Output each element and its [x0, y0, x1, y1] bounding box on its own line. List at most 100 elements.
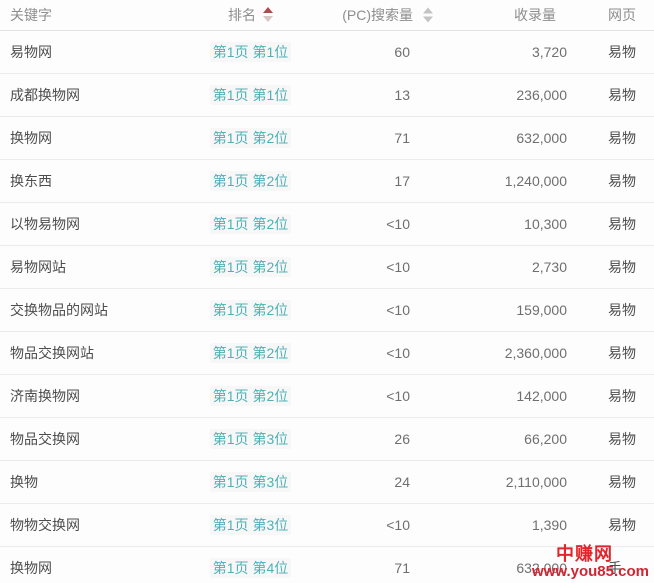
rank-cell: 第1页 第2位	[198, 288, 303, 332]
rank-cell: 第1页 第2位	[198, 202, 303, 246]
rank-link[interactable]: 第1页 第1位	[209, 84, 292, 105]
rank-link[interactable]: 第1页 第2位	[209, 127, 292, 148]
indexed-count-cell: 1,240,000	[415, 159, 572, 203]
webpage-cell: 易物	[572, 331, 654, 375]
indexed-count-cell: 1,390	[415, 503, 572, 547]
table-row: 济南换物网 第1页 第2位 <10 142,000 易物	[0, 374, 654, 418]
keyword-cell: 以物易物网	[0, 202, 198, 246]
column-header-rank-label: 排名	[228, 6, 256, 23]
keyword-cell: 成都换物网	[0, 73, 198, 117]
webpage-cell: 易物	[572, 288, 654, 332]
rank-cell: 第1页 第2位	[198, 374, 303, 418]
rank-link[interactable]: 第1页 第3位	[209, 428, 292, 449]
rank-link[interactable]: 第1页 第2位	[209, 299, 292, 320]
rank-link[interactable]: 第1页 第2位	[209, 342, 292, 363]
indexed-count-cell: 632,000	[415, 546, 572, 583]
rank-cell: 第1页 第3位	[198, 503, 303, 547]
indexed-count-cell: 142,000	[415, 374, 572, 418]
pc-search-volume-cell: <10	[303, 288, 415, 332]
pc-search-volume-cell: <10	[303, 202, 415, 246]
webpage-cell: 易物	[572, 159, 654, 203]
pc-search-volume-cell: <10	[303, 245, 415, 289]
table-row: 成都换物网 第1页 第1位 13 236,000 易物	[0, 73, 654, 117]
table-row: 物品交换网站 第1页 第2位 <10 2,360,000 易物	[0, 331, 654, 375]
column-header-keyword: 关键字	[0, 0, 198, 31]
webpage-cell: 易物	[572, 202, 654, 246]
sort-inactive-icon[interactable]	[423, 7, 433, 23]
rank-link[interactable]: 第1页 第3位	[209, 471, 292, 492]
rank-cell: 第1页 第3位	[198, 417, 303, 461]
rank-cell: 第1页 第2位	[198, 159, 303, 203]
table-row: 物物交换网 第1页 第3位 <10 1,390 易物	[0, 503, 654, 547]
rank-cell: 第1页 第1位	[198, 30, 303, 74]
indexed-count-cell: 3,720	[415, 30, 572, 74]
rank-cell: 第1页 第4位	[198, 546, 303, 583]
column-header-indexed-count-label: 收录量	[514, 6, 556, 23]
webpage-cell: 手	[572, 546, 654, 583]
rank-link[interactable]: 第1页 第1位	[209, 41, 292, 62]
keyword-cell: 交换物品的网站	[0, 288, 198, 332]
keyword-cell: 易物网	[0, 30, 198, 74]
rank-cell: 第1页 第1位	[198, 73, 303, 117]
table-row: 物品交换网 第1页 第3位 26 66,200 易物	[0, 417, 654, 461]
table-row: 以物易物网 第1页 第2位 <10 10,300 易物	[0, 202, 654, 246]
table-body: 易物网 第1页 第1位 60 3,720 易物 成都换物网 第1页 第1位 13…	[0, 30, 654, 583]
pc-search-volume-cell: <10	[303, 331, 415, 375]
column-header-pc-search-volume[interactable]: (PC)搜索量	[303, 0, 433, 31]
table-row: 换物网 第1页 第2位 71 632,000 易物	[0, 116, 654, 160]
keyword-cell: 换物网	[0, 116, 198, 160]
indexed-count-cell: 2,110,000	[415, 460, 572, 504]
rank-cell: 第1页 第3位	[198, 460, 303, 504]
keyword-cell: 物品交换网站	[0, 331, 198, 375]
keyword-cell: 济南换物网	[0, 374, 198, 418]
indexed-count-cell: 632,000	[415, 116, 572, 160]
webpage-cell: 易物	[572, 30, 654, 74]
table-header-row: 关键字 排名 (PC)搜索量	[0, 0, 654, 31]
indexed-count-cell: 236,000	[415, 73, 572, 117]
column-header-webpage: 网页	[572, 0, 654, 31]
rank-link[interactable]: 第1页 第2位	[209, 385, 292, 406]
pc-search-volume-cell: 13	[303, 73, 415, 117]
indexed-count-cell: 159,000	[415, 288, 572, 332]
indexed-count-cell: 10,300	[415, 202, 572, 246]
pc-search-volume-cell: 60	[303, 30, 415, 74]
rank-cell: 第1页 第2位	[198, 331, 303, 375]
keyword-cell: 换东西	[0, 159, 198, 203]
rank-cell: 第1页 第2位	[198, 245, 303, 289]
pc-search-volume-cell: 24	[303, 460, 415, 504]
indexed-count-cell: 66,200	[415, 417, 572, 461]
rank-link[interactable]: 第1页 第2位	[209, 256, 292, 277]
rank-link[interactable]: 第1页 第4位	[209, 557, 292, 578]
keyword-cell: 易物网站	[0, 245, 198, 289]
pc-search-volume-cell: 17	[303, 159, 415, 203]
webpage-cell: 易物	[572, 417, 654, 461]
sort-asc-active-icon[interactable]	[263, 7, 273, 23]
keyword-cell: 物品交换网	[0, 417, 198, 461]
column-header-rank[interactable]: 排名	[198, 0, 303, 31]
column-header-indexed-count: 收录量	[415, 0, 572, 31]
indexed-count-cell: 2,360,000	[415, 331, 572, 375]
rank-link[interactable]: 第1页 第3位	[209, 514, 292, 535]
keyword-cell: 换物网	[0, 546, 198, 583]
keyword-cell: 换物	[0, 460, 198, 504]
webpage-cell: 易物	[572, 503, 654, 547]
column-header-keyword-label: 关键字	[10, 6, 52, 23]
webpage-cell: 易物	[572, 374, 654, 418]
pc-search-volume-cell: <10	[303, 503, 415, 547]
webpage-cell: 易物	[572, 460, 654, 504]
pc-search-volume-cell: 26	[303, 417, 415, 461]
pc-search-volume-cell: 71	[303, 546, 415, 583]
webpage-cell: 易物	[572, 116, 654, 160]
table-row: 易物网站 第1页 第2位 <10 2,730 易物	[0, 245, 654, 289]
webpage-cell: 易物	[572, 245, 654, 289]
webpage-cell: 易物	[572, 73, 654, 117]
table-row: 换物 第1页 第3位 24 2,110,000 易物	[0, 460, 654, 504]
column-header-webpage-label: 网页	[608, 6, 636, 23]
rank-link[interactable]: 第1页 第2位	[209, 213, 292, 234]
pc-search-volume-cell: 71	[303, 116, 415, 160]
table-row: 易物网 第1页 第1位 60 3,720 易物	[0, 30, 654, 74]
rank-link[interactable]: 第1页 第2位	[209, 170, 292, 191]
rank-cell: 第1页 第2位	[198, 116, 303, 160]
